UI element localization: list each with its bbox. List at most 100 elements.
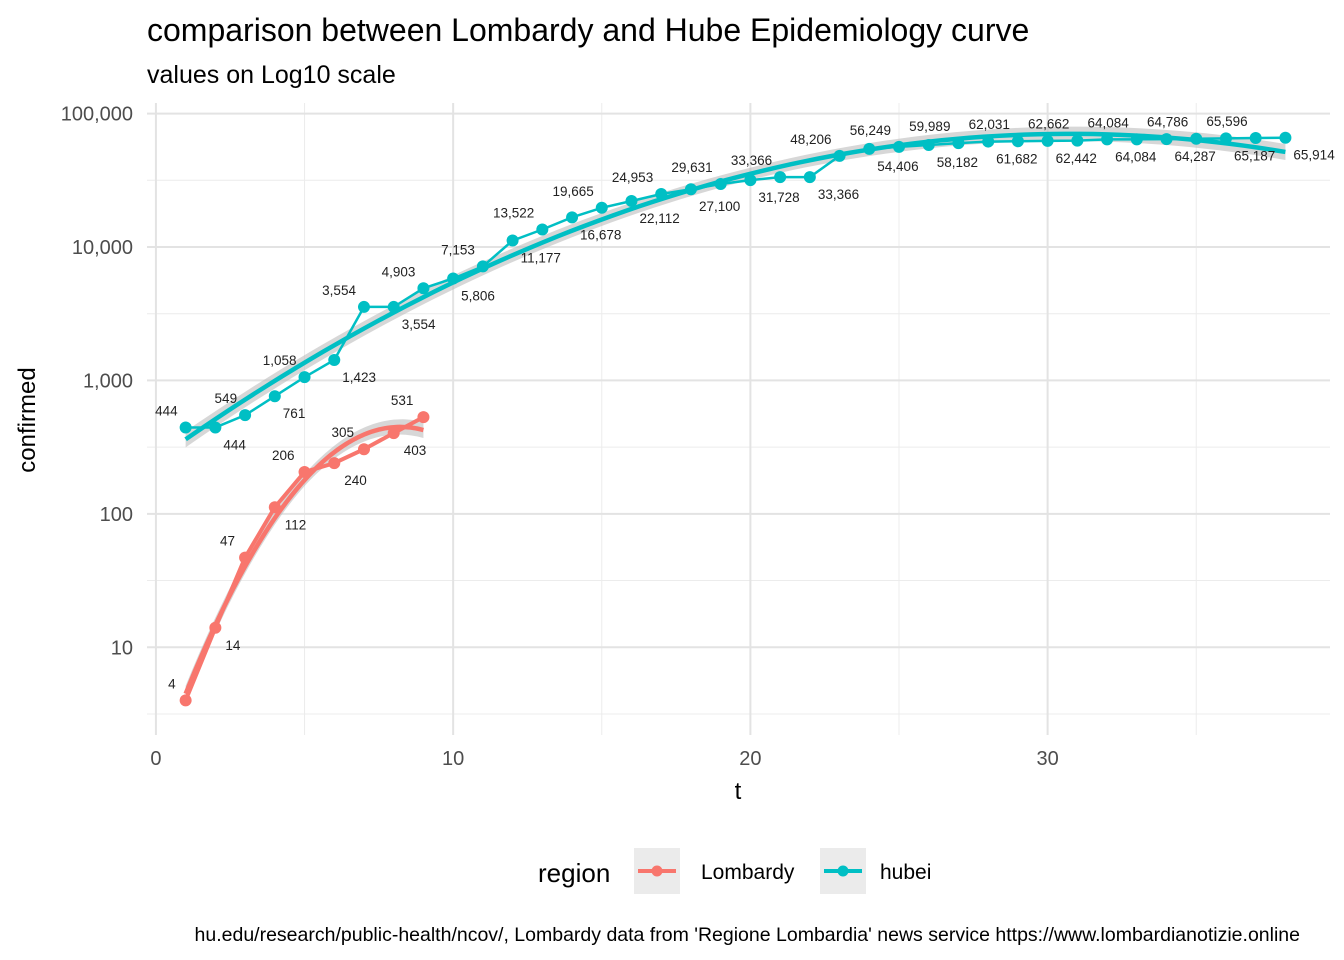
- data-label-hubei: 64,287: [1175, 149, 1216, 164]
- trend-line-hubei: [184, 131, 1286, 442]
- x-axis-ticks: 0 10 20 30: [150, 748, 1058, 770]
- data-point-hubei: [447, 272, 460, 285]
- data-point-lombardy: [268, 501, 281, 514]
- data-point-lombardy: [328, 457, 341, 470]
- data-point-hubei: [417, 282, 430, 295]
- x-axis-title: t: [735, 778, 742, 805]
- data-point-hubei: [595, 201, 608, 214]
- data-label-hubei: 444: [155, 403, 178, 418]
- chart-subtitle: values on Log10 scale: [147, 61, 396, 89]
- data-point-hubei: [1011, 135, 1024, 148]
- legend-key-lombardy: [634, 848, 680, 894]
- plot-panel: 4 14 47 112 206 240 305 403 531 444 444 549 761 1,058…: [147, 103, 1335, 735]
- data-label-hubei: 444: [223, 437, 246, 452]
- data-point-hubei: [1101, 133, 1114, 146]
- data-label-hubei: 1,423: [342, 370, 376, 385]
- legend: region Lombardy hubei: [538, 848, 931, 894]
- data-point-hubei: [298, 371, 311, 384]
- data-point-lombardy: [417, 411, 430, 424]
- data-point-hubei: [1160, 133, 1173, 146]
- data-point-hubei: [357, 300, 370, 313]
- data-label-lombardy: 240: [344, 473, 367, 488]
- data-point-hubei: [893, 140, 906, 153]
- data-point-hubei: [922, 138, 935, 151]
- data-label-hubei: 61,682: [996, 152, 1037, 167]
- data-point-hubei: [982, 135, 995, 148]
- data-point-hubei: [209, 421, 222, 434]
- data-label-hubei: 56,249: [850, 123, 891, 138]
- data-label-hubei: 13,522: [493, 206, 534, 221]
- data-label-hubei: 65,914: [1293, 148, 1335, 163]
- y-tick-label: 100: [100, 504, 133, 526]
- data-label-hubei: 19,665: [552, 184, 593, 199]
- legend-point-lombardy: [651, 865, 663, 877]
- data-labels: 4 14 47 112 206 240 305 403 531 444 444 549 761 1,058…: [155, 114, 1335, 691]
- data-point-hubei: [952, 137, 965, 150]
- chart-title: comparison between Lombardy and Hube Epi…: [147, 12, 1029, 48]
- data-label-lombardy: 403: [404, 443, 427, 458]
- series-lines: [183, 136, 1286, 702]
- data-label-hubei: 54,406: [877, 159, 918, 174]
- data-label-hubei: 64,084: [1087, 115, 1129, 130]
- data-point-lombardy: [239, 551, 252, 564]
- data-point-hubei: [1041, 134, 1054, 147]
- data-point-hubei: [328, 353, 341, 366]
- data-label-hubei: 24,953: [612, 170, 653, 185]
- data-label-hubei: 59,989: [909, 119, 950, 134]
- data-label-lombardy: 531: [391, 393, 414, 408]
- data-label-hubei: 5,806: [461, 288, 495, 303]
- data-label-hubei: 11,177: [521, 251, 561, 266]
- data-point-hubei: [1249, 131, 1262, 144]
- data-label-hubei: 58,182: [937, 155, 978, 170]
- data-label-lombardy: 14: [225, 638, 241, 653]
- x-tick-label: 0: [150, 748, 161, 770]
- y-axis-ticks: 10 100 1,000 10,000 100,000: [61, 104, 133, 660]
- y-axis-title: confirmed: [14, 367, 41, 472]
- data-label-hubei: 64,084: [1115, 149, 1157, 164]
- data-label-hubei: 48,206: [790, 132, 831, 147]
- data-point-hubei: [655, 188, 668, 201]
- data-point-hubei: [1130, 133, 1143, 146]
- data-label-lombardy: 305: [331, 425, 354, 440]
- data-label-hubei: 4,903: [382, 264, 416, 279]
- data-label-hubei: 62,442: [1056, 151, 1097, 166]
- data-label-hubei: 22,112: [639, 211, 679, 226]
- data-point-lombardy: [387, 427, 400, 440]
- data-label-hubei: 761: [283, 406, 306, 421]
- y-tick-label: 1,000: [83, 370, 133, 392]
- data-label-lombardy: 47: [220, 534, 235, 549]
- data-point-hubei: [268, 390, 281, 403]
- data-label-hubei: 65,187: [1234, 148, 1275, 163]
- data-point-lombardy: [298, 465, 311, 478]
- data-label-hubei: 62,031: [969, 117, 1010, 132]
- legend-label-hubei: hubei: [880, 861, 931, 884]
- data-point-hubei: [833, 149, 846, 162]
- data-label-hubei: 27,100: [699, 199, 740, 214]
- y-tick-label: 100,000: [61, 104, 133, 126]
- data-point-hubei: [684, 183, 697, 196]
- data-point-hubei: [476, 260, 489, 273]
- y-tick-label: 10,000: [72, 237, 133, 259]
- data-point-hubei: [625, 195, 638, 208]
- data-point-hubei: [1279, 131, 1292, 144]
- x-tick-label: 20: [739, 748, 761, 770]
- legend-point-hubei: [837, 865, 849, 877]
- data-label-lombardy: 112: [285, 517, 307, 532]
- data-point-hubei: [774, 171, 787, 184]
- data-label-hubei: 64,786: [1147, 115, 1188, 130]
- data-point-hubei: [239, 409, 252, 422]
- data-label-hubei: 3,554: [322, 283, 356, 298]
- legend-key-hubei: [820, 848, 866, 894]
- data-label-lombardy: 206: [272, 448, 295, 463]
- data-point-hubei: [744, 174, 757, 187]
- data-point-hubei: [566, 211, 579, 224]
- legend-label-lombardy: Lombardy: [701, 861, 795, 884]
- data-label-hubei: 3,554: [402, 317, 436, 332]
- data-point-hubei: [179, 421, 192, 434]
- data-point-hubei: [1071, 134, 1084, 147]
- data-point-hubei: [1190, 132, 1203, 145]
- data-point-hubei: [506, 234, 519, 247]
- data-point-hubei: [387, 300, 400, 313]
- data-label-hubei: 65,596: [1206, 114, 1247, 129]
- data-point-hubei: [536, 223, 549, 236]
